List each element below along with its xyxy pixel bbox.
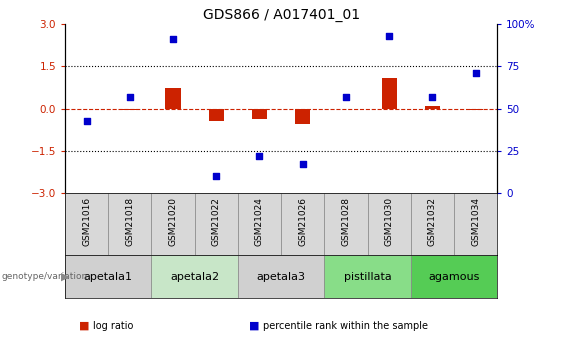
Bar [411, 193, 454, 255]
Point [471, 70, 480, 76]
Bar [295, 109, 310, 124]
Text: GSM21024: GSM21024 [255, 197, 264, 246]
Text: GSM21032: GSM21032 [428, 197, 437, 246]
Text: ▶: ▶ [61, 272, 69, 282]
Bar [468, 109, 483, 110]
Bar [65, 255, 151, 298]
Point [212, 174, 221, 179]
Text: GSM21016: GSM21016 [82, 197, 91, 246]
Point [341, 94, 350, 100]
Bar [238, 193, 281, 255]
Text: apetala3: apetala3 [257, 272, 306, 282]
Point [82, 118, 91, 123]
Text: genotype/variation: genotype/variation [1, 272, 88, 282]
Text: ■: ■ [79, 321, 90, 331]
Bar [108, 193, 151, 255]
Text: GSM21022: GSM21022 [212, 197, 221, 246]
Bar [151, 193, 194, 255]
Bar [65, 193, 108, 255]
Bar [425, 106, 440, 109]
Bar [367, 193, 411, 255]
Bar [151, 255, 238, 298]
Bar [252, 109, 267, 119]
Bar [166, 88, 181, 109]
Title: GDS866 / A017401_01: GDS866 / A017401_01 [202, 8, 360, 22]
Text: apetala2: apetala2 [170, 272, 219, 282]
Bar [324, 193, 368, 255]
Bar [324, 255, 411, 298]
Text: GSM21030: GSM21030 [385, 197, 394, 246]
Point [428, 94, 437, 100]
Text: GSM21034: GSM21034 [471, 197, 480, 246]
Text: GSM21018: GSM21018 [125, 197, 134, 246]
Text: GSM21020: GSM21020 [168, 197, 177, 246]
Bar [238, 255, 324, 298]
Point [125, 94, 134, 100]
Bar [381, 78, 397, 109]
Text: pistillata: pistillata [344, 272, 392, 282]
Point [255, 153, 264, 159]
Text: agamous: agamous [428, 272, 480, 282]
Text: ■: ■ [249, 321, 259, 331]
Text: GSM21028: GSM21028 [341, 197, 350, 246]
Text: GSM21026: GSM21026 [298, 197, 307, 246]
Bar [208, 109, 224, 121]
Point [298, 162, 307, 167]
Bar [454, 193, 497, 255]
Point [168, 37, 177, 42]
Point [385, 33, 394, 39]
Text: log ratio: log ratio [93, 321, 133, 331]
Bar [281, 193, 324, 255]
Bar [122, 109, 137, 110]
Bar [194, 193, 238, 255]
Bar [411, 255, 497, 298]
Text: percentile rank within the sample: percentile rank within the sample [263, 321, 428, 331]
Text: apetala1: apetala1 [84, 272, 133, 282]
